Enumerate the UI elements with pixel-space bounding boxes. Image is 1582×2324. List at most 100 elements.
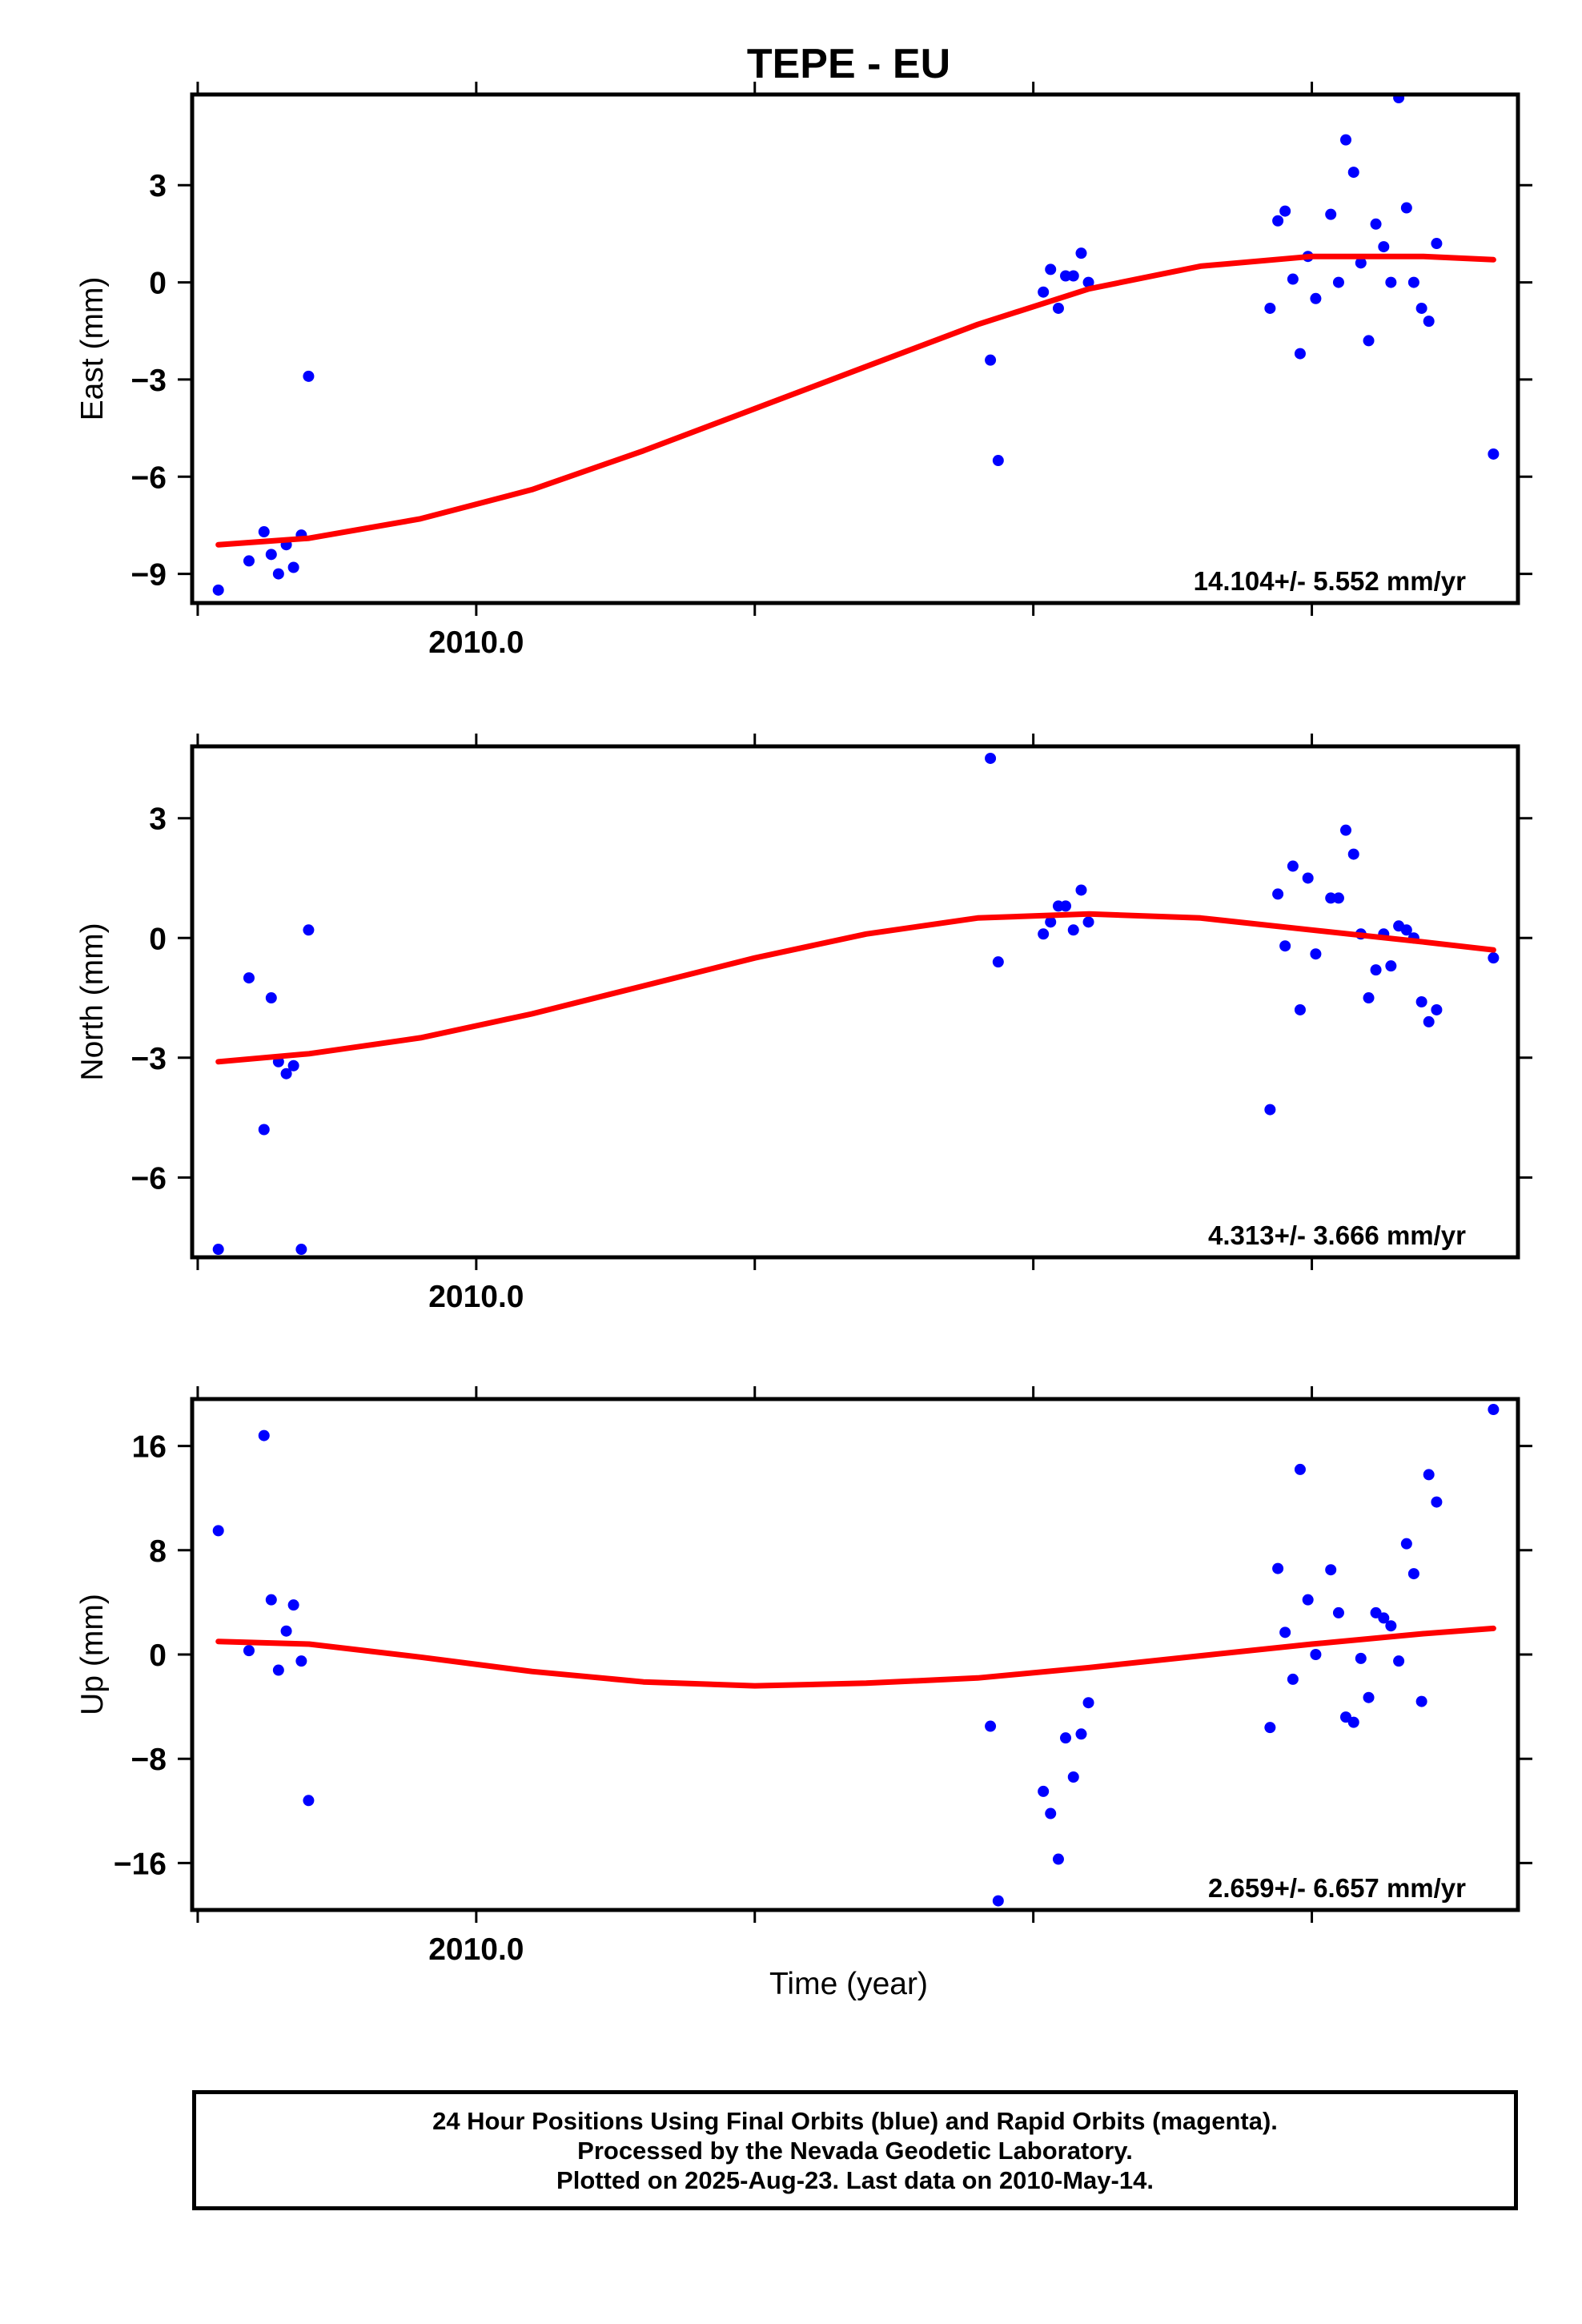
y-tick-label: −8 xyxy=(131,1743,167,1777)
data-point xyxy=(1363,1691,1375,1703)
rate-annotation: 2.659+/- 6.657 mm/yr xyxy=(1208,1873,1466,1903)
y-tick-label: 8 xyxy=(149,1534,167,1569)
data-point xyxy=(1488,448,1500,460)
footer-caption: 24 Hour Positions Using Final Orbits (bl… xyxy=(192,2090,1518,2210)
data-point xyxy=(1082,1697,1094,1709)
data-point xyxy=(1294,1003,1306,1015)
data-point xyxy=(1272,888,1284,900)
data-point xyxy=(303,924,315,936)
panel-north: 2010.0 3 0 −3 −6 North (mm) 4.313+/- 3.666 mm/… xyxy=(75,734,1532,1314)
plot-area-east xyxy=(212,94,1500,596)
fit-curve xyxy=(215,253,1496,548)
data-point xyxy=(1264,1104,1276,1116)
y-axis-label-up: Up (mm) xyxy=(75,1594,110,1715)
data-point xyxy=(1355,257,1367,269)
data-point xyxy=(1325,892,1337,904)
data-point xyxy=(1332,1606,1344,1618)
data-point xyxy=(1431,1003,1443,1015)
data-point xyxy=(280,1068,292,1080)
y-tick-label: 3 xyxy=(149,169,167,203)
data-point xyxy=(1423,316,1435,328)
data-point xyxy=(272,1664,284,1676)
x-tick-label: 2010.0 xyxy=(428,625,524,660)
x-tick-label: 2010.0 xyxy=(428,1280,524,1314)
data-point xyxy=(258,526,270,538)
fit-curve xyxy=(215,1625,1496,1689)
data-point xyxy=(1431,1496,1443,1508)
data-point xyxy=(1415,1695,1427,1707)
y-tick-label: −16 xyxy=(114,1847,167,1881)
data-point xyxy=(1339,134,1351,146)
data-point xyxy=(1302,872,1314,884)
data-point xyxy=(1355,1652,1367,1664)
x-axis-label: Time (year) xyxy=(769,1967,928,2001)
data-point xyxy=(1294,348,1306,360)
data-point xyxy=(1067,270,1079,282)
data-point xyxy=(1060,900,1072,912)
data-point xyxy=(1423,1015,1435,1027)
data-point xyxy=(985,752,997,764)
plot-frame xyxy=(190,1397,1520,1912)
y-tick-label: 0 xyxy=(149,267,167,301)
data-point xyxy=(1310,292,1322,304)
data-point xyxy=(1279,1626,1291,1638)
data-point xyxy=(1400,924,1412,936)
y-axis-label-north: North (mm) xyxy=(75,923,110,1080)
panel-up: 2010.0 16 8 0 −8 −16 Up (mm) 2.659+/- 6.657 mm/… xyxy=(75,1386,1532,1967)
data-point xyxy=(1272,1562,1284,1574)
plot-area-up xyxy=(212,1404,1500,1907)
data-point xyxy=(1302,1594,1314,1606)
data-point xyxy=(1400,202,1412,214)
data-point xyxy=(1052,302,1064,314)
rate-annotation: 4.313+/- 3.666 mm/yr xyxy=(1208,1220,1466,1250)
data-point xyxy=(1332,276,1344,288)
data-point xyxy=(1264,1722,1276,1734)
data-point xyxy=(303,370,315,382)
data-point xyxy=(1370,964,1382,976)
x-tick-label: 2010.0 xyxy=(428,1932,524,1967)
data-point xyxy=(1378,1612,1390,1624)
footer-line-2: Processed by the Nevada Geodetic Laborat… xyxy=(577,2136,1133,2165)
plot-area-north xyxy=(212,752,1500,1256)
data-point xyxy=(992,1895,1004,1907)
data-point xyxy=(992,956,1004,968)
data-point xyxy=(985,1720,997,1732)
data-point xyxy=(1067,924,1079,936)
y-axis-label-east: East (mm) xyxy=(75,277,110,421)
data-point xyxy=(1045,1807,1057,1819)
data-point xyxy=(280,1625,292,1637)
panel-east: 2010.0 3 0 −3 −6 −9 East (mm) 14.104+/- 5.552 m… xyxy=(75,82,1532,660)
data-point xyxy=(1370,218,1382,230)
data-point xyxy=(1038,928,1050,940)
data-point xyxy=(1363,992,1375,1004)
data-point xyxy=(1075,1728,1087,1740)
data-point xyxy=(295,1655,307,1667)
y-tick-label: 0 xyxy=(149,1638,167,1673)
data-point xyxy=(1415,302,1427,314)
y-tick-label: −6 xyxy=(131,460,167,495)
data-point xyxy=(1347,167,1359,179)
data-point xyxy=(303,1795,315,1807)
y-tick-label: −9 xyxy=(131,558,167,593)
data-point xyxy=(243,1645,255,1657)
data-point xyxy=(1339,824,1351,836)
data-point xyxy=(1294,1463,1306,1475)
y-tick-label: −6 xyxy=(131,1161,167,1196)
data-point xyxy=(1038,286,1050,298)
data-point xyxy=(1279,940,1291,952)
data-point xyxy=(1310,1649,1322,1660)
data-point xyxy=(1045,263,1057,275)
data-point xyxy=(1060,1732,1072,1744)
data-point xyxy=(287,1059,299,1072)
panels: 2010.0 3 0 −3 −6 −9 East (mm) 14.104+/- 5.552 m… xyxy=(75,82,1532,1967)
data-point xyxy=(1067,1771,1079,1783)
y-tick-label: −3 xyxy=(131,364,167,398)
plot-frame xyxy=(190,744,1520,1260)
y-tick-label: 3 xyxy=(149,802,167,837)
footer-line-3: Plotted on 2025-Aug-23. Last data on 201… xyxy=(556,2165,1154,2194)
data-point xyxy=(1082,276,1094,288)
data-point xyxy=(1045,916,1057,928)
data-point xyxy=(243,972,255,984)
data-point xyxy=(1363,335,1375,347)
